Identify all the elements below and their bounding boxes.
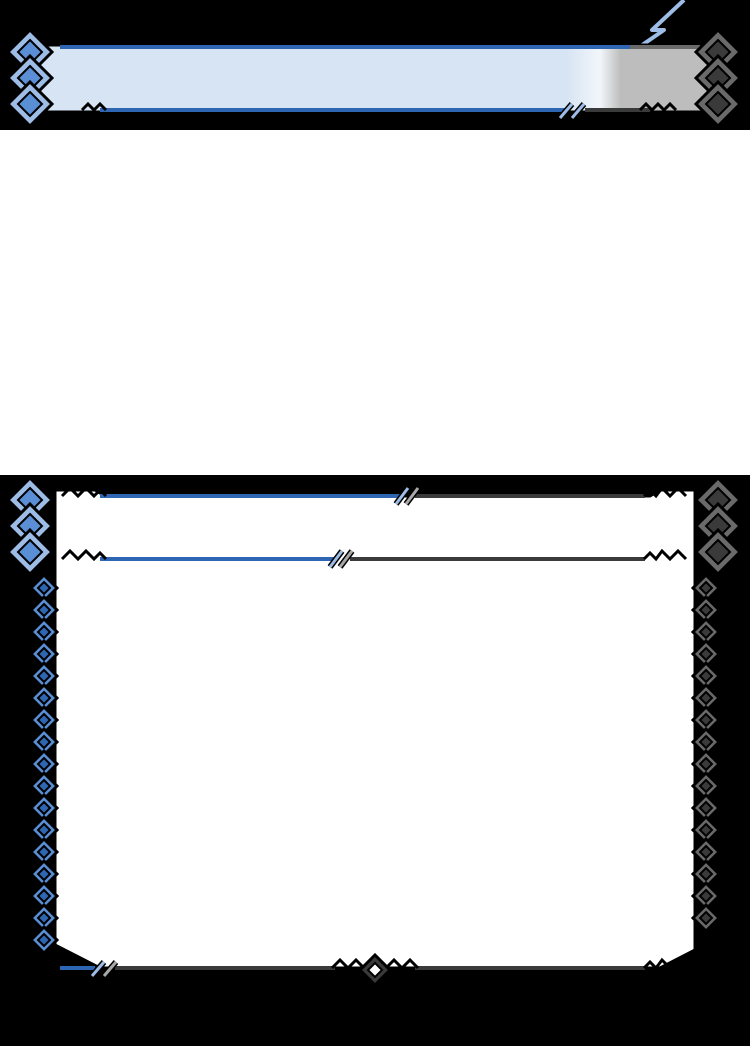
border-diamond-inner: [698, 602, 714, 618]
border-diamond-inner: [698, 888, 714, 904]
diamond-knot-icon: [330, 952, 420, 988]
art-area: [0, 130, 750, 475]
border-diamond-inner: [36, 756, 52, 772]
border-diamond-inner: [36, 778, 52, 794]
border-diamond-inner: [36, 712, 52, 728]
border-diamond-inner: [698, 822, 714, 838]
panel-right-corner-diamonds: [693, 475, 743, 577]
border-diamond-inner: [698, 624, 714, 640]
border-diamond-inner: [36, 866, 52, 882]
border-diamond-inner: [36, 646, 52, 662]
border-diamond-inner: [698, 756, 714, 772]
gray-diamond-chain-icon: [690, 572, 722, 934]
title-right-diamonds: [693, 27, 743, 129]
border-diamond-inner: [36, 822, 52, 838]
border-diamond-inner: [36, 580, 52, 596]
border-diamond-inner: [698, 778, 714, 794]
border-diamond-inner: [36, 844, 52, 860]
border-diamond-inner: [698, 580, 714, 596]
border-diamond-inner: [698, 712, 714, 728]
border-diamond-inner: [36, 734, 52, 750]
bottom-bar: [60, 957, 688, 978]
border-diamond-inner: [698, 800, 714, 816]
border-diamond-inner: [698, 734, 714, 750]
border-diamond-inner: [36, 800, 52, 816]
border-diamond-inner: [698, 646, 714, 662]
border-diamond-inner: [698, 668, 714, 684]
border-diamond-inner: [36, 888, 52, 904]
border-diamond-inner: [36, 932, 52, 948]
border-diamond-inner: [36, 624, 52, 640]
border-diamond-inner: [698, 844, 714, 860]
border-diamond-inner: [36, 602, 52, 618]
border-diamond-inner: [36, 910, 52, 926]
panel-left-corner-diamonds: [5, 475, 55, 577]
blue-diamond-chain-icon: [28, 572, 60, 956]
border-diamond-inner: [36, 690, 52, 706]
title-left-diamonds: [5, 27, 55, 129]
border-diamond-inner: [698, 690, 714, 706]
border-diamond-inner: [698, 910, 714, 926]
type-line-bar: [60, 485, 688, 569]
border-diamond-inner: [36, 668, 52, 684]
lower-panel: [53, 488, 697, 970]
title-bar: [32, 43, 718, 120]
border-diamond-inner: [698, 866, 714, 882]
top-bolt: [630, 0, 686, 54]
